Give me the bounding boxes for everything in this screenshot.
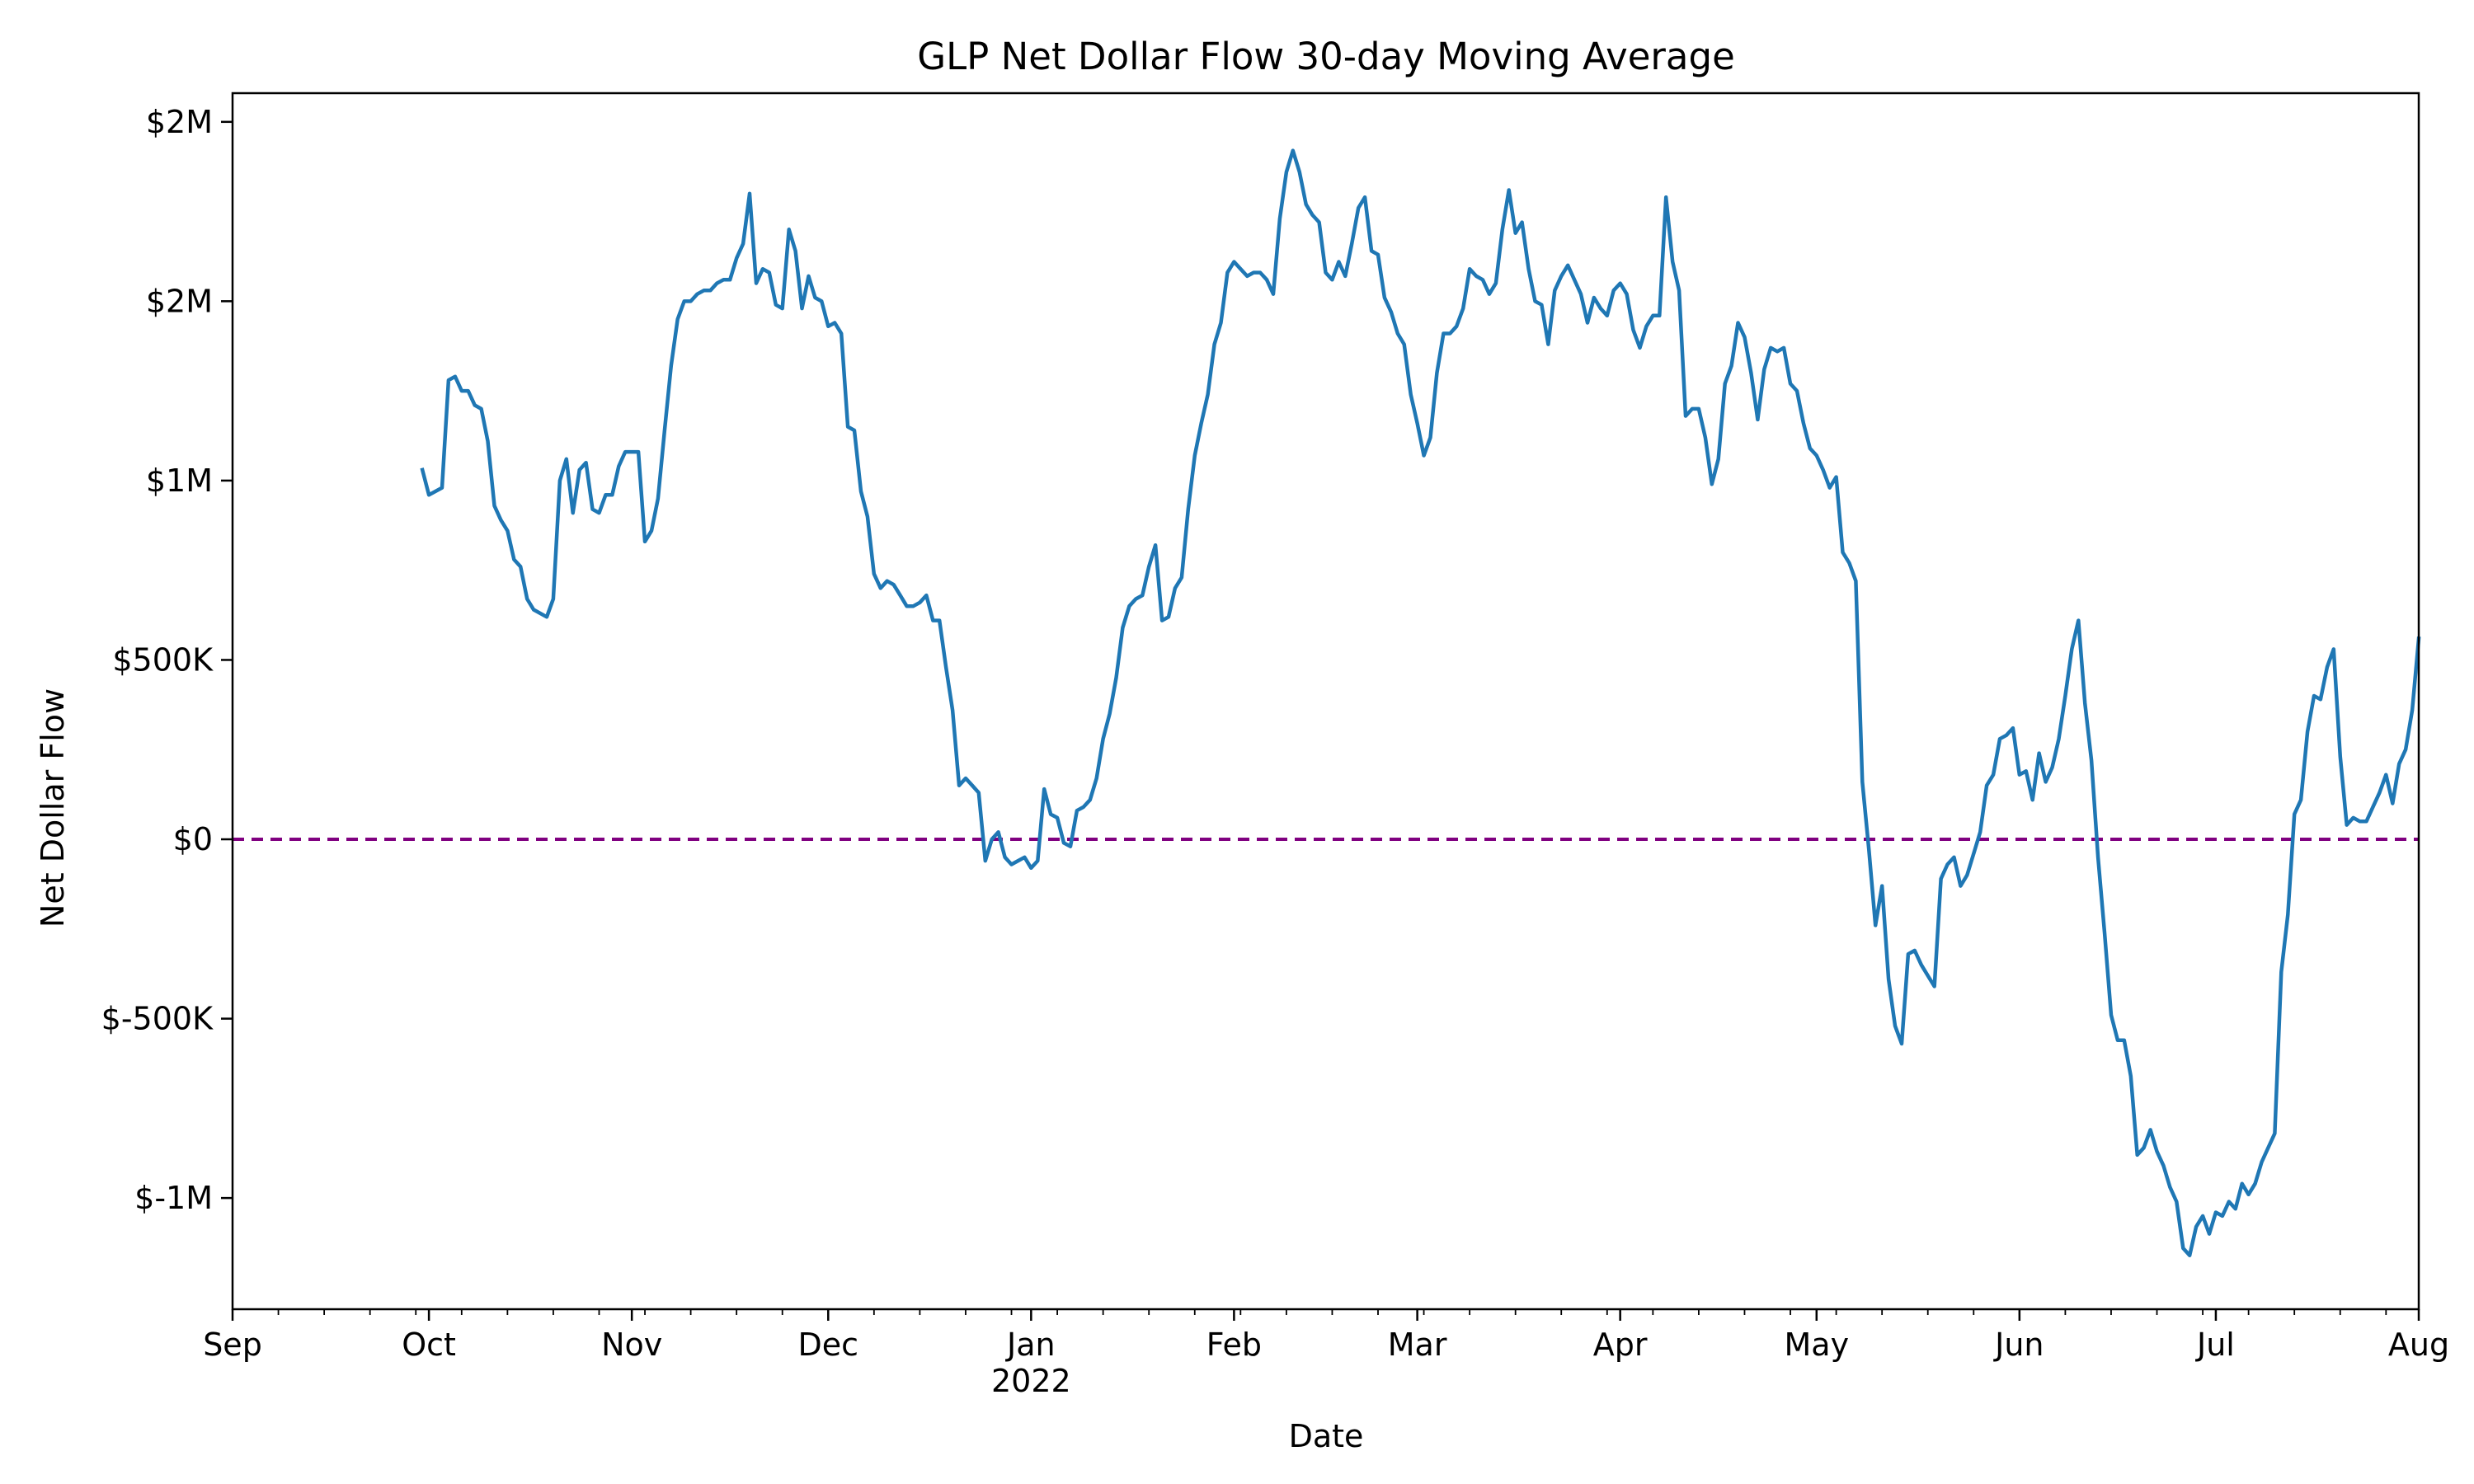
y-axis-label: Net Dollar Flow [35,688,71,928]
y-tick-label: $2M [146,283,213,319]
x-tick-label: Nov [601,1327,662,1363]
x-tick-label: Oct [402,1327,456,1363]
x-tick-label: Aug [2388,1327,2449,1363]
y-tick-label: $1M [146,463,213,499]
series-layer [420,148,2421,1257]
plot-area [233,93,2419,1309]
y-axis: $2M $2M $1M $500K $0 $-500K $-1M [101,104,233,1216]
y-tick-label: $-1M [134,1180,213,1216]
x-tick-label: Jan [1005,1327,1056,1363]
x-tick-label: Mar [1388,1327,1447,1363]
y-tick-label: $-500K [101,1001,214,1037]
x-tick-label: Apr [1593,1327,1648,1363]
x-tick-sublabel: 2022 [991,1363,1071,1399]
x-tick-label: Feb [1206,1327,1262,1363]
y-tick-label: $0 [173,821,213,857]
x-tick-label: Sep [203,1327,262,1363]
x-axis-label: Date [1289,1418,1364,1454]
chart-title: GLP Net Dollar Flow 30-day Moving Averag… [917,35,1735,78]
y-tick-label: $500K [112,641,214,678]
x-tick-label: Dec [798,1327,859,1363]
x-tick-label: Jun [1993,1327,2044,1363]
x-tick-label: Jul [2195,1327,2235,1363]
x-tick-label: May [1785,1327,1850,1363]
series-line-0 [420,148,2421,1257]
y-tick-label: $2M [146,104,213,140]
plot-frame [231,92,2420,1311]
